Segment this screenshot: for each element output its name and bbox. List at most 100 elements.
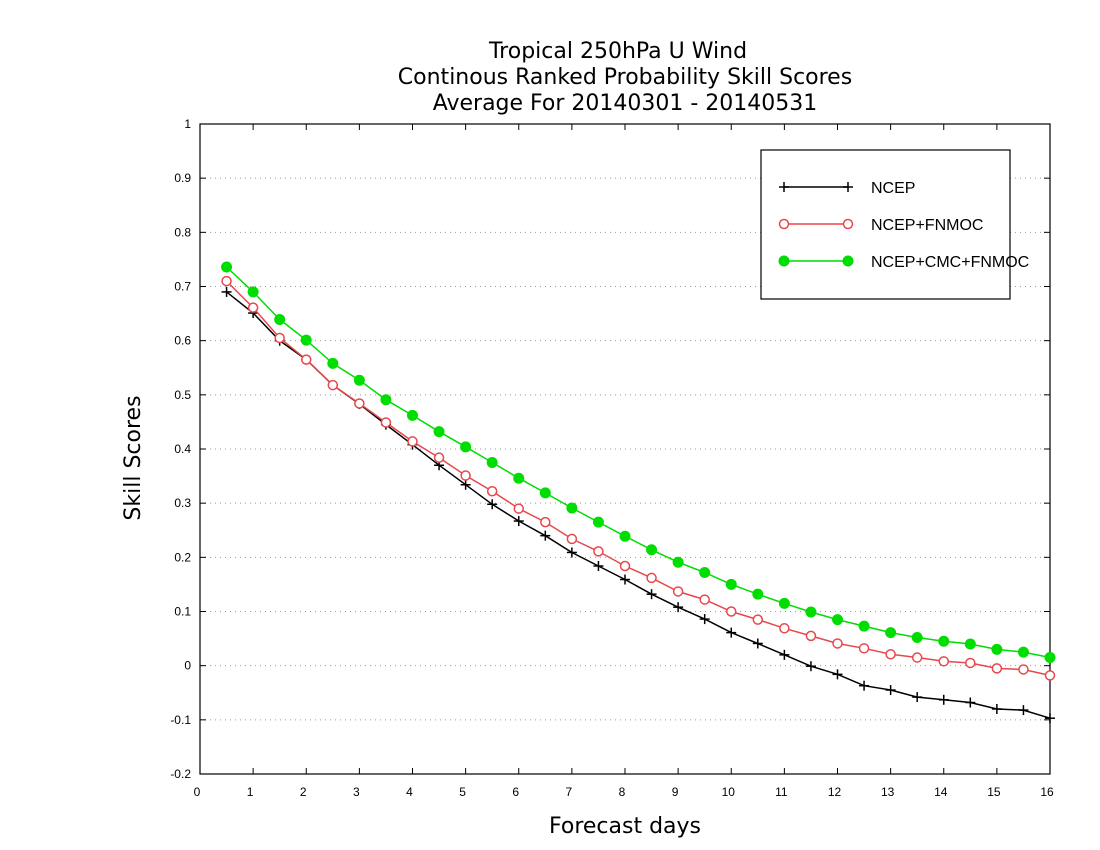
data-point [805,630,817,642]
data-point [221,275,232,287]
data-point [991,663,1003,674]
x-tick-label: 5 [459,785,466,799]
y-tick-label: -0.2 [170,767,191,781]
data-point [885,627,897,639]
data-point [619,560,631,572]
data-point [964,638,976,650]
data-point [566,502,578,514]
title-line-1: Tropical 250hPa U Wind [488,39,747,64]
data-point [1018,705,1029,716]
data-point [885,685,896,696]
data-point [221,286,232,297]
y-tick-label: -0.1 [170,713,191,727]
data-point [832,614,843,626]
x-tick-label: 7 [566,785,573,799]
y-tick-label: 0.4 [174,442,191,456]
data-point [433,426,445,438]
plot-axes: -0.2-0.100.10.20.30.40.50.60.70.80.910 1 2… [170,117,1054,799]
title-line-3: Average For 20140301 - 20140531 [433,91,818,116]
y-tick-label: 0.8 [174,225,191,239]
data-point [805,661,816,672]
data-series [221,261,1056,724]
legend: NCEP NCEP+FNMOC NCEP+CMC+FNMOC [760,149,1029,300]
legend-entry: NCEP+CMC+FNMOC [778,254,1029,271]
data-point [486,486,498,497]
x-tick-label: 11 [775,785,788,799]
legend-label: NCEP [871,180,915,197]
x-tick-label: 0 [194,785,201,799]
data-point [513,472,525,484]
data-point [407,436,418,447]
data-point [911,632,923,643]
data-point [991,643,1003,655]
data-point [620,574,630,585]
data-point [778,597,790,609]
data-point [460,479,471,490]
x-tick-label: 15 [987,785,1001,799]
data-point [912,692,923,703]
data-point [859,680,870,691]
series-line [226,266,1051,659]
data-point [327,357,339,369]
legend-marker [842,255,854,267]
data-point [327,379,339,391]
data-point [646,544,658,556]
data-point [965,697,976,708]
y-tick-label: 0.5 [174,388,191,402]
data-point [247,302,259,313]
data-point [673,602,684,613]
data-point [407,409,418,421]
data-point [486,457,498,469]
data-point [460,441,472,453]
legend-entry: NCEP [779,180,915,197]
data-point [539,487,551,499]
legend-marker [779,182,789,192]
data-point [1044,670,1056,681]
chart-title: Tropical 250hPa U Wind Continous Ranked … [398,39,852,116]
data-point [858,620,870,632]
data-point [832,638,843,649]
data-point [380,417,392,428]
series-ncep-cmc-fnmoc [221,261,1056,664]
data-point [779,649,790,660]
y-tick-label: 0.1 [174,605,191,619]
x-tick-label: 12 [828,785,842,799]
data-point [699,567,711,578]
x-tick-label: 14 [934,785,948,799]
data-point [460,470,471,481]
x-tick-label: 6 [512,785,519,799]
data-point [301,354,312,365]
data-point [593,546,604,557]
data-point [965,657,976,669]
data-point [832,669,843,680]
data-point [1045,713,1055,724]
data-point [672,556,684,568]
data-point [672,586,684,597]
data-point [1018,664,1029,675]
data-point [540,516,551,528]
data-point [725,578,737,590]
data-point [699,594,710,605]
data-point [911,652,923,663]
data-point [991,704,1002,714]
data-point [540,530,551,541]
data-point [566,533,578,545]
y-axis-label: Skill Scores [121,395,146,520]
x-tick-label: 2 [300,785,307,799]
legend-entry: NCEP+FNMOC [778,217,983,234]
data-point [646,589,657,600]
series-ncep-fnmoc [221,275,1056,681]
data-point [513,503,524,514]
data-point [726,606,737,617]
data-point [779,623,790,634]
x-tick-label: 8 [619,785,626,799]
x-tick-label: 1 [247,785,254,799]
y-tick-label: 1 [184,117,191,131]
data-point [247,286,259,298]
data-point [646,572,657,584]
grid-lines [200,177,1050,721]
data-point [1017,646,1029,658]
data-point [353,374,365,386]
x-axis-label: Forecast days [549,814,701,839]
